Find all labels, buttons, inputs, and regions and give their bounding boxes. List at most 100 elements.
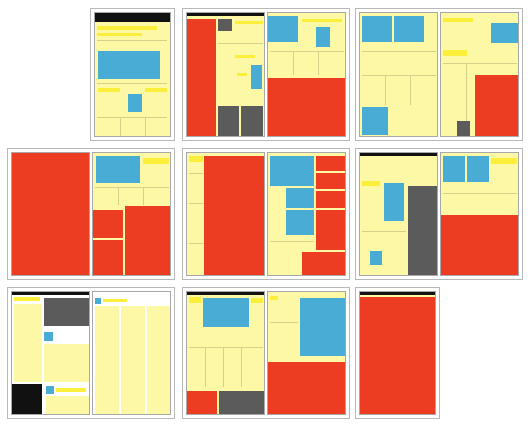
spread-9 xyxy=(355,287,440,419)
ad-block xyxy=(316,210,345,250)
text-column xyxy=(95,306,119,414)
headline-highlight xyxy=(14,297,40,301)
page-left xyxy=(186,12,265,137)
headline-highlight xyxy=(251,298,263,303)
masthead-bar xyxy=(360,153,437,156)
dark-graphic xyxy=(241,106,263,136)
photo-block xyxy=(300,298,345,356)
photo-block xyxy=(370,251,382,265)
page-right xyxy=(92,291,171,415)
page-left xyxy=(359,152,438,276)
headline-highlight xyxy=(189,297,201,303)
headline-highlight xyxy=(189,156,203,162)
ad-block xyxy=(268,78,345,136)
photo-block xyxy=(316,27,330,47)
page-right xyxy=(267,152,346,276)
headline-highlight xyxy=(145,88,167,92)
ad-block xyxy=(316,173,345,189)
ad-block xyxy=(93,210,123,238)
dark-graphic xyxy=(218,106,239,136)
page-left xyxy=(11,152,90,276)
headline-highlight xyxy=(56,388,86,392)
photo-block xyxy=(286,188,314,208)
photo-block xyxy=(203,298,249,327)
headline-highlight xyxy=(270,296,278,300)
text-column xyxy=(46,396,89,414)
page-right xyxy=(440,12,519,137)
spread-4 xyxy=(7,148,175,280)
photo-block xyxy=(286,210,314,235)
masthead-bar xyxy=(187,13,264,16)
ad-block xyxy=(187,19,216,136)
masthead-bar xyxy=(187,292,264,295)
ad-block xyxy=(302,252,345,275)
headline-highlight xyxy=(235,21,263,24)
photo-block xyxy=(362,107,388,135)
photo-block xyxy=(394,16,424,42)
text-column xyxy=(44,344,89,382)
headline-highlight xyxy=(235,55,255,58)
text-column xyxy=(121,306,145,414)
photo-block xyxy=(443,156,465,182)
photo-block xyxy=(128,94,142,112)
page-left xyxy=(11,291,90,415)
ad-block xyxy=(268,362,345,414)
headline-highlight xyxy=(302,19,342,22)
photo-block xyxy=(268,16,298,42)
headline-highlight xyxy=(103,299,127,302)
page-right xyxy=(440,152,519,276)
page-left xyxy=(186,152,265,276)
ad-block xyxy=(93,240,123,275)
text-column xyxy=(147,306,170,414)
photo-block xyxy=(491,23,518,43)
ad-block xyxy=(204,156,264,275)
masthead-bar xyxy=(360,292,435,295)
spread-2 xyxy=(182,8,350,141)
spread-3 xyxy=(355,8,523,141)
headline-highlight xyxy=(443,18,473,22)
ad-block xyxy=(125,206,170,275)
spread-7 xyxy=(7,287,175,419)
text-column xyxy=(14,304,42,382)
ad-block xyxy=(441,215,518,275)
spread-6 xyxy=(355,148,523,280)
headline-highlight xyxy=(97,33,142,36)
ad-block xyxy=(475,75,518,136)
masthead-bar xyxy=(12,292,89,295)
headline-highlight xyxy=(97,26,157,30)
headline-highlight xyxy=(443,50,467,56)
photo-block xyxy=(95,298,101,304)
photo-block xyxy=(467,156,489,182)
page-left xyxy=(359,12,438,137)
headline-highlight xyxy=(98,88,120,92)
ad-block xyxy=(360,297,435,414)
masthead-bar xyxy=(95,13,170,22)
dark-graphic xyxy=(218,19,232,31)
ad-block xyxy=(316,156,345,171)
headline-highlight xyxy=(491,158,517,164)
photo-block xyxy=(46,386,54,394)
photo-block xyxy=(362,16,392,42)
spread-8 xyxy=(182,287,350,419)
ad-block xyxy=(316,191,345,208)
page-right xyxy=(267,291,346,415)
page-left xyxy=(186,291,265,415)
headline-highlight xyxy=(362,181,380,186)
photo-block xyxy=(251,65,262,89)
page-1 xyxy=(94,12,171,137)
ad-block xyxy=(187,391,217,414)
dark-graphic xyxy=(219,391,264,414)
dark-graphic xyxy=(408,186,437,275)
dark-graphic xyxy=(457,121,470,136)
spread-5 xyxy=(182,148,350,280)
photo-block xyxy=(98,51,160,79)
page-1 xyxy=(359,291,436,415)
photo-block xyxy=(270,156,314,186)
ad-block xyxy=(12,153,89,275)
spread-1 xyxy=(90,8,175,141)
headline-highlight xyxy=(237,73,247,76)
black-block xyxy=(12,384,42,414)
page-right xyxy=(267,12,346,137)
photo-block xyxy=(44,332,53,341)
photo-block xyxy=(384,183,404,221)
